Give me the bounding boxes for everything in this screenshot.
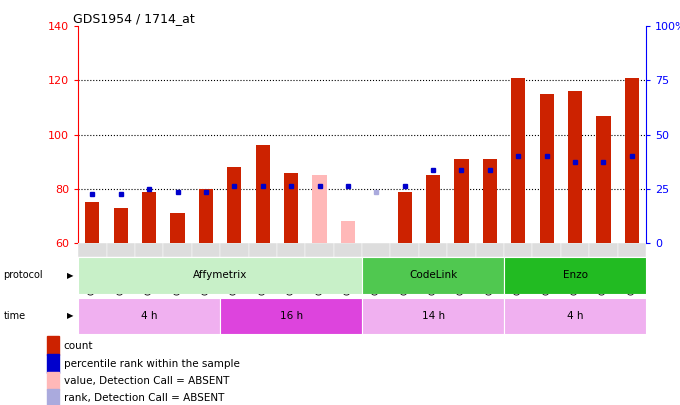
Text: Affymetrix: Affymetrix <box>193 271 248 280</box>
Bar <box>85 202 99 243</box>
Bar <box>47 389 59 405</box>
Bar <box>284 173 299 243</box>
Bar <box>504 257 646 294</box>
Bar <box>192 243 220 257</box>
Bar <box>47 372 59 390</box>
Bar <box>114 208 128 243</box>
Bar <box>277 243 305 257</box>
Text: rank, Detection Call = ABSENT: rank, Detection Call = ABSENT <box>64 393 224 403</box>
Bar <box>334 243 362 257</box>
Text: value, Detection Call = ABSENT: value, Detection Call = ABSENT <box>64 376 229 386</box>
Bar <box>483 159 497 243</box>
Bar <box>199 189 213 243</box>
Bar <box>47 336 59 355</box>
Bar <box>568 92 582 243</box>
Bar <box>532 243 561 257</box>
Bar <box>312 175 326 243</box>
Bar <box>78 257 362 294</box>
Bar <box>220 298 362 334</box>
Bar <box>227 167 241 243</box>
Bar <box>163 243 192 257</box>
Text: ▶: ▶ <box>67 311 73 320</box>
Text: Enzo: Enzo <box>562 271 588 280</box>
Bar <box>504 243 532 257</box>
Bar <box>78 243 107 257</box>
Text: 16 h: 16 h <box>279 311 303 321</box>
Bar <box>362 243 390 257</box>
Bar <box>362 257 504 294</box>
Bar <box>454 159 469 243</box>
Bar <box>78 298 220 334</box>
Bar <box>249 243 277 257</box>
Text: 4 h: 4 h <box>141 311 158 321</box>
Bar <box>341 221 355 243</box>
Bar <box>220 243 248 257</box>
Bar <box>362 298 504 334</box>
Text: percentile rank within the sample: percentile rank within the sample <box>64 358 239 369</box>
Bar <box>476 243 504 257</box>
Bar <box>511 78 526 243</box>
Bar <box>171 213 185 243</box>
Text: CodeLink: CodeLink <box>409 271 457 280</box>
Bar <box>47 354 59 373</box>
Bar <box>504 298 646 334</box>
Bar <box>256 145 270 243</box>
Text: count: count <box>64 341 93 350</box>
Bar <box>561 243 589 257</box>
Bar <box>426 175 440 243</box>
Bar <box>398 192 412 243</box>
Bar <box>135 243 163 257</box>
Bar <box>596 116 611 243</box>
Text: time: time <box>3 311 26 321</box>
Text: 4 h: 4 h <box>566 311 583 321</box>
Bar <box>447 243 475 257</box>
Text: GDS1954 / 1714_at: GDS1954 / 1714_at <box>73 12 194 25</box>
Bar <box>390 243 419 257</box>
Bar <box>369 243 384 354</box>
Text: ▶: ▶ <box>67 271 73 280</box>
Text: 14 h: 14 h <box>422 311 445 321</box>
Bar <box>625 78 639 243</box>
Bar <box>305 243 334 257</box>
Bar <box>419 243 447 257</box>
Bar <box>142 192 156 243</box>
Text: protocol: protocol <box>3 271 43 280</box>
Bar <box>617 243 646 257</box>
Bar <box>539 94 554 243</box>
Bar <box>107 243 135 257</box>
Bar <box>589 243 617 257</box>
